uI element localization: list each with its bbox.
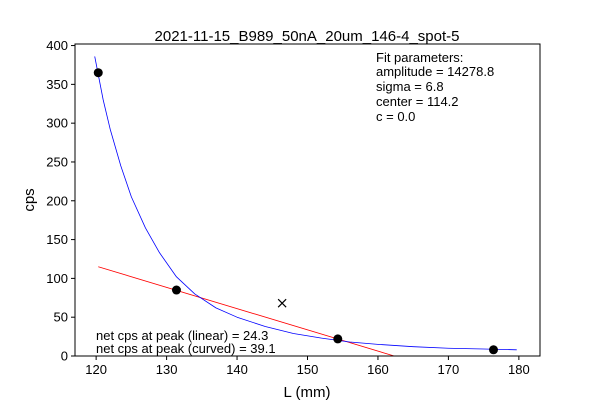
fit-parameter-c: c = 0.0 (376, 109, 415, 124)
data-point (93, 68, 103, 78)
net-cps-linear-label: net cps at peak (linear) = 24.3 (96, 328, 268, 343)
net-cps-curved-label: net cps at peak (curved) = 39.1 (96, 341, 276, 356)
data-point (489, 345, 498, 355)
x-tick-label: 170 (438, 362, 460, 377)
fit-parameters-heading: Fit parameters: (376, 50, 463, 65)
y-axis-label: cps (21, 188, 38, 211)
peak-marker (277, 298, 287, 308)
y-tick-label: 200 (46, 193, 68, 208)
curved-fit-line (94, 56, 517, 351)
y-tick-label: 0 (61, 349, 68, 364)
fit-parameter-amplitude: amplitude = 14278.8 (376, 64, 494, 79)
fit-parameters-box: Fit parameters: amplitude = 14278.8 sigm… (376, 50, 494, 124)
y-tick-label: 250 (46, 154, 68, 169)
x-tick-label: 120 (85, 362, 107, 377)
fit-parameter-center: center = 114.2 (376, 94, 459, 109)
y-tick-label: 100 (46, 271, 68, 286)
x-tick-label: 180 (508, 362, 530, 377)
y-tick-label: 350 (46, 77, 68, 92)
axis-ticks: 120 130 140 150 160 170 180 0 50 100 150 200 250 300 3… (46, 38, 529, 377)
fit-parameter-sigma: sigma = 6.8 (376, 79, 444, 94)
x-tick-label: 160 (367, 362, 389, 377)
chart-title: 2021-11-15_B989_50nA_20um_146-4_spot-5 (155, 28, 460, 45)
y-tick-label: 150 (46, 232, 68, 247)
data-point (333, 334, 343, 344)
plot-area (93, 56, 517, 356)
y-tick-label: 300 (46, 116, 68, 131)
x-tick-label: 150 (297, 362, 319, 377)
y-tick-label: 400 (46, 38, 68, 53)
data-point (171, 285, 181, 295)
x-tick-label: 130 (156, 362, 178, 377)
x-axis-label: L (mm) (284, 384, 331, 400)
y-tick-label: 50 (54, 310, 68, 325)
x-tick-label: 140 (226, 362, 248, 377)
